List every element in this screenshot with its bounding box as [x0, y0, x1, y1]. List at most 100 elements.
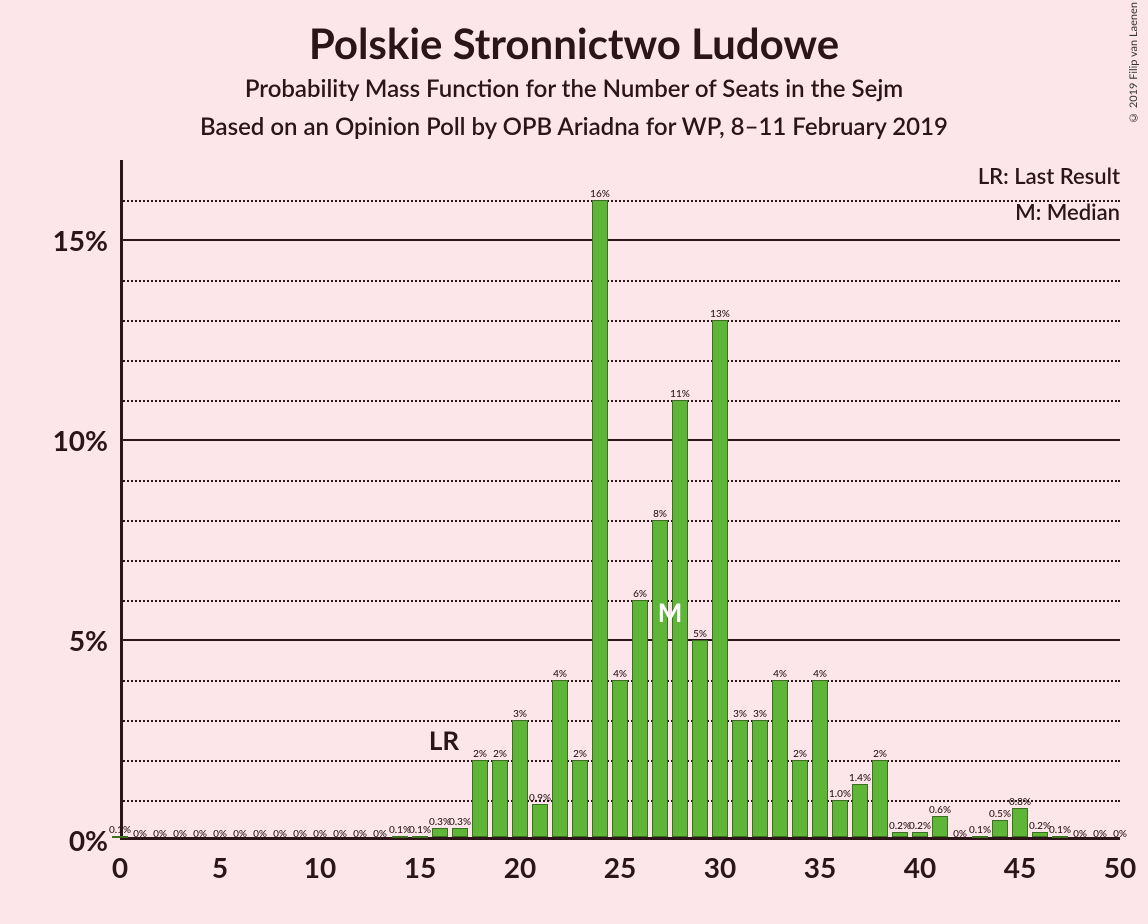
x-tick-label: 25: [604, 850, 636, 884]
y-tick-label: 10%: [53, 423, 108, 457]
bar-value-label: 0%: [153, 828, 167, 840]
bar-value-label: 0%: [293, 828, 307, 840]
x-tick-label: 45: [1004, 850, 1036, 884]
bar: [412, 836, 428, 838]
bar-value-label: 0.2%: [1029, 820, 1051, 832]
bar-value-label: 0%: [173, 828, 187, 840]
chart-title: Polskie Stronnictwo Ludowe: [0, 18, 1148, 68]
bar-value-label: 3%: [753, 708, 767, 720]
bar-value-label: 0.5%: [989, 808, 1011, 820]
bar-value-label: 0%: [213, 828, 227, 840]
bar-value-label: 0%: [1073, 828, 1087, 840]
bar-value-label: 0%: [273, 828, 287, 840]
bar: [852, 784, 868, 837]
bar-value-label: 0.3%: [449, 816, 471, 828]
bar: [592, 200, 608, 837]
grid-minor: [120, 400, 1120, 402]
x-tick-label: 15: [404, 850, 436, 884]
bar-value-label: 8%: [653, 508, 667, 520]
x-tick-label: 20: [504, 850, 536, 884]
bar-value-label: 0.1%: [409, 824, 431, 836]
bar-value-label: 0%: [1113, 828, 1127, 840]
y-tick-label: 5%: [69, 623, 108, 657]
bar-value-label: 4%: [613, 668, 627, 680]
grid-minor: [120, 280, 1120, 282]
y-axis: [120, 160, 123, 840]
x-tick-label: 35: [804, 850, 836, 884]
chart-subtitle-2: Based on an Opinion Poll by OPB Ariadna …: [0, 112, 1148, 141]
bar-value-label: 0%: [253, 828, 267, 840]
bar-value-label: 13%: [710, 308, 730, 320]
grid-minor: [120, 520, 1120, 522]
bar-value-label: 0.2%: [889, 820, 911, 832]
x-tick-label: 30: [704, 850, 736, 884]
grid-minor: [120, 360, 1120, 362]
bar-value-label: 16%: [590, 188, 610, 200]
bar: [752, 720, 768, 837]
bar: [712, 320, 728, 837]
bar-value-label: 2%: [493, 748, 507, 760]
bar: [552, 680, 568, 837]
x-axis: [120, 837, 1120, 840]
bar-value-label: 3%: [733, 708, 747, 720]
bar-value-label: 2%: [873, 748, 887, 760]
bar: [112, 836, 128, 838]
bar: [1012, 808, 1028, 837]
grid-minor: [120, 200, 1120, 202]
bar: [832, 800, 848, 837]
bar: [512, 720, 528, 837]
bar: [392, 836, 408, 838]
y-tick-label: 15%: [53, 223, 108, 257]
marker-last-result: LR: [429, 724, 459, 756]
grid-minor: [120, 600, 1120, 602]
bar: [892, 832, 908, 837]
bar: [912, 832, 928, 837]
grid-minor: [120, 560, 1120, 562]
bar-value-label: 2%: [573, 748, 587, 760]
bar: [812, 680, 828, 837]
bar: [612, 680, 628, 837]
bar-value-label: 6%: [633, 588, 647, 600]
grid-major: [120, 439, 1120, 441]
x-tick-label: 50: [1104, 850, 1136, 884]
bar-value-label: 0.1%: [969, 824, 991, 836]
x-tick-label: 40: [904, 850, 936, 884]
bar: [652, 520, 668, 837]
bar: [992, 820, 1008, 837]
bar-value-label: 2%: [793, 748, 807, 760]
y-tick-label: 0%: [69, 823, 108, 857]
bar: [692, 640, 708, 837]
bar: [452, 828, 468, 837]
bar-value-label: 0.3%: [429, 816, 451, 828]
x-tick-label: 5: [212, 850, 228, 884]
bar: [472, 760, 488, 837]
bar: [1052, 836, 1068, 838]
bar-value-label: 5%: [693, 628, 707, 640]
bar: [632, 600, 648, 837]
x-tick-label: 0: [112, 850, 128, 884]
bar-value-label: 4%: [773, 668, 787, 680]
bar-value-label: 0.8%: [1009, 796, 1031, 808]
x-tick-label: 10: [304, 850, 336, 884]
bar-value-label: 0.1%: [1049, 824, 1071, 836]
bar: [532, 804, 548, 837]
bar: [972, 836, 988, 838]
bar-value-label: 0%: [133, 828, 147, 840]
bar-value-label: 2%: [473, 748, 487, 760]
chart-plot-area: 0.1%0%0%0%0%0%0%0%0%0%0%0%0%0%0.1%0.1%0.…: [120, 160, 1120, 840]
grid-major: [120, 639, 1120, 641]
bar: [872, 760, 888, 837]
bar: [792, 760, 808, 837]
bar-value-label: 4%: [813, 668, 827, 680]
bar-value-label: 0%: [1093, 828, 1107, 840]
bar-value-label: 3%: [513, 708, 527, 720]
bar-value-label: 1.4%: [849, 772, 871, 784]
chart-subtitle-1: Probability Mass Function for the Number…: [0, 74, 1148, 103]
bar: [572, 760, 588, 837]
bar-value-label: 1.0%: [829, 788, 851, 800]
copyright-text: © 2019 Filip van Laenen: [1127, 2, 1140, 124]
bar-value-label: 0.9%: [529, 792, 551, 804]
grid-major: [120, 239, 1120, 241]
bar: [432, 828, 448, 837]
bar: [772, 680, 788, 837]
